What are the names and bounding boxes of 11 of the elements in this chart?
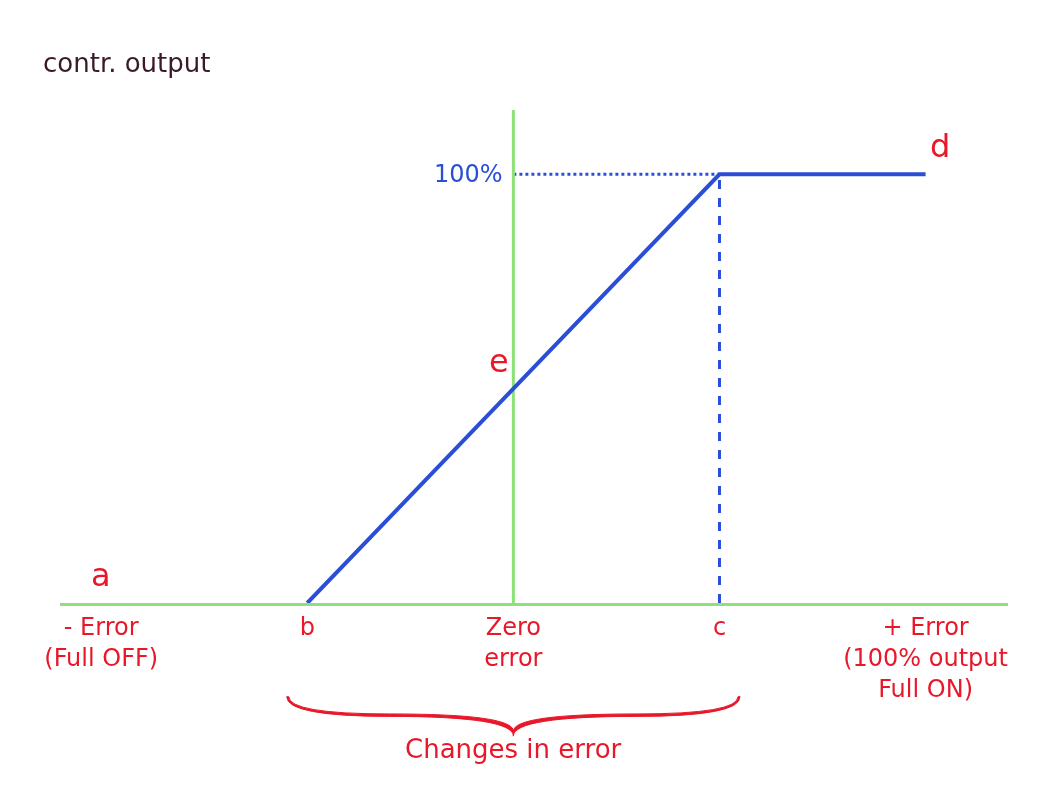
x-tick-label: c xyxy=(712,612,727,641)
x-tick-label: + Error (100% output Full ON) xyxy=(843,612,1008,704)
annotation: d xyxy=(930,127,951,165)
x-tick-label: - Error (Full OFF) xyxy=(44,612,159,672)
annotation: a xyxy=(91,556,111,594)
x-tick-label: b xyxy=(299,612,315,641)
annotation: e xyxy=(489,342,509,380)
x-tick-label: Zero error xyxy=(484,612,543,672)
ref-line-label: 100% xyxy=(434,160,503,188)
y-axis-title: contr. output xyxy=(43,48,211,78)
text: Changes in error xyxy=(405,734,622,764)
